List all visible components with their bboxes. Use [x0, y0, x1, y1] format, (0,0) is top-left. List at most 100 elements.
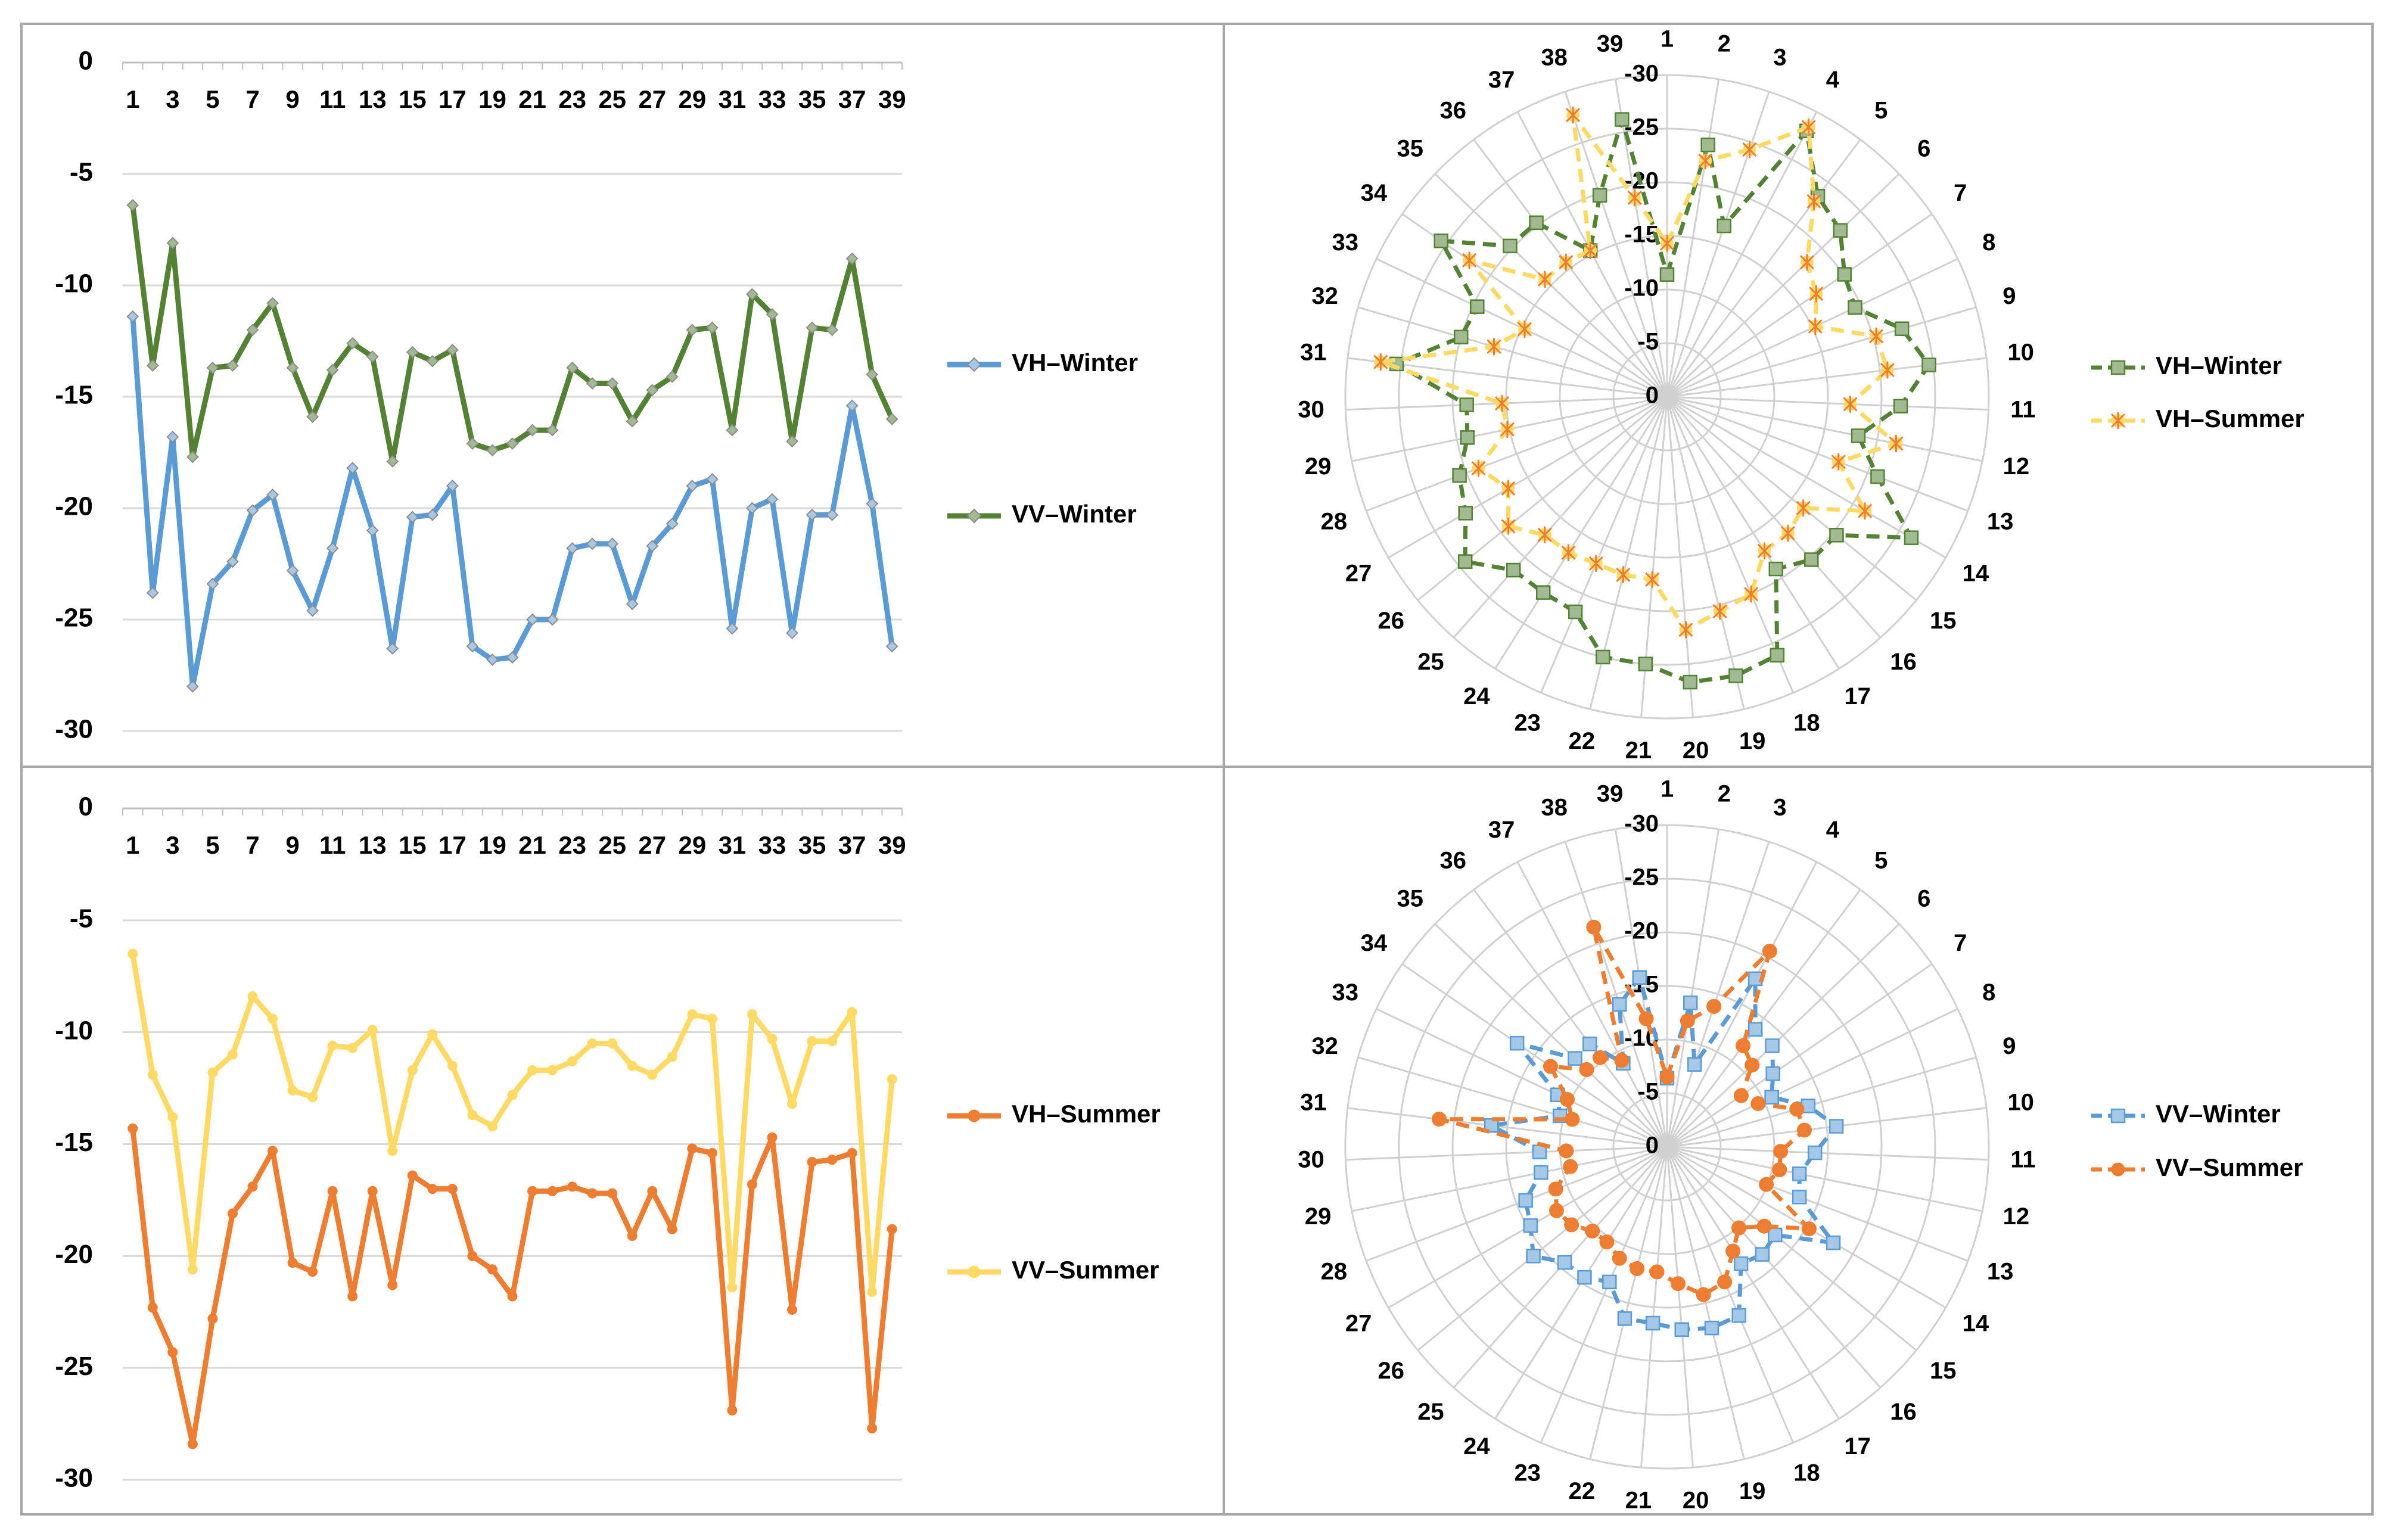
radar-data-point [1373, 353, 1388, 371]
data-point [467, 1250, 478, 1261]
x-tick-label: 25 [598, 85, 626, 113]
radar-spoke [1540, 1146, 1668, 1443]
radar-data-point [1566, 106, 1581, 124]
radar-data-point [1733, 1088, 1749, 1103]
data-point [586, 537, 599, 550]
data-point [386, 642, 399, 655]
radar-data-point [1659, 267, 1675, 282]
radar-category-label: 36 [1440, 847, 1467, 873]
data-point [526, 613, 539, 626]
x-tick-label: 33 [758, 831, 786, 859]
data-point [227, 1208, 238, 1219]
radar-data-point [1614, 1053, 1630, 1068]
data-point [287, 1258, 298, 1268]
data-point [567, 1181, 578, 1192]
radar-data-point [1792, 1190, 1807, 1205]
x-tick-label: 3 [166, 831, 179, 859]
radar-data-point [1736, 1038, 1751, 1053]
radar-data-point [1768, 1227, 1783, 1243]
data-point [246, 504, 259, 517]
data-point [346, 462, 359, 475]
radar-data-point [1894, 321, 1910, 337]
data-point [847, 1148, 857, 1159]
radar-data-point [1745, 1057, 1760, 1073]
data-point [326, 542, 339, 555]
radar-category-label: 34 [1361, 180, 1388, 206]
radar-category-label: 22 [1569, 1478, 1596, 1504]
radar-data-point [1807, 1145, 1823, 1161]
x-tick-label: 5 [206, 85, 219, 113]
radar-data-point [1559, 1143, 1574, 1159]
radar-axis-label: -5 [1637, 1079, 1659, 1105]
data-point [766, 308, 779, 321]
data-point [447, 1060, 458, 1071]
radar-data-point [1645, 571, 1660, 589]
radar-category-label: 14 [1963, 561, 1989, 587]
x-tick-label: 33 [758, 85, 786, 113]
radar-category-label: 21 [1625, 738, 1652, 764]
y-tick-label: -10 [55, 1016, 93, 1045]
radar-category-label: 29 [1305, 453, 1332, 480]
radar-spoke [1417, 1146, 1668, 1351]
radar-category-label: 20 [1683, 1488, 1709, 1514]
x-tick-label: 25 [598, 831, 626, 859]
data-point [726, 424, 739, 437]
radar-data-point [1796, 499, 1811, 517]
radar-chart-vv: 1 234567891011121314151617181920212223242… [1298, 776, 2303, 1514]
data-point [166, 237, 179, 250]
data-point [246, 323, 259, 337]
radar-data-point [1683, 674, 1697, 690]
radar-data-point [1548, 1203, 1564, 1218]
radar-spoke [1666, 1146, 1694, 1468]
radar-data-point [1696, 1287, 1711, 1302]
radar-data-point [1460, 430, 1475, 445]
radar-data-point [1434, 233, 1449, 248]
data-point [226, 555, 239, 568]
radar-data-point-cross [1857, 502, 1873, 519]
x-tick-label: 35 [798, 831, 826, 859]
radar-data-point [1848, 300, 1862, 315]
radar-data-point-cross [1808, 318, 1823, 335]
radar-category-label: 12 [2003, 1203, 2030, 1230]
radar-spoke [1666, 91, 1770, 397]
radar-data-point [1826, 1235, 1841, 1250]
x-tick-label: 39 [878, 831, 906, 859]
data-point [847, 1007, 857, 1018]
data-point [667, 1051, 677, 1062]
x-tick-label: 7 [245, 831, 259, 859]
data-point [507, 1291, 518, 1302]
data-point [646, 384, 659, 397]
radar-data-point [1802, 1221, 1817, 1237]
y-tick-label: -20 [55, 492, 93, 521]
radar-spoke [1666, 1146, 1983, 1212]
data-point [307, 1267, 318, 1277]
data-point [247, 991, 258, 1002]
radar-data-point-cross [1645, 571, 1660, 589]
data-point [266, 297, 279, 310]
radar-data-point [1717, 218, 1732, 234]
radar-data-point [1757, 542, 1772, 559]
radar-spoke [1357, 1056, 1668, 1148]
y-tick-label: -20 [55, 1240, 93, 1269]
radar-data-point [1509, 1035, 1525, 1051]
radar-data-point [1759, 1177, 1774, 1192]
radar-data-point [1616, 566, 1631, 584]
data-point [447, 1184, 458, 1194]
radar-data-point [1632, 970, 1647, 985]
radar-data-point [1717, 1274, 1733, 1290]
radar-category-label: 11 [2010, 397, 2035, 423]
radar-category-label: 13 [1987, 1259, 2014, 1285]
radar-data-point [1706, 998, 1722, 1014]
radar-category-label: 3 [1773, 794, 1786, 820]
radar-data-point [1770, 648, 1785, 663]
radar-category-label: 31 [1300, 339, 1327, 365]
radar-data-point [1586, 919, 1602, 935]
radar-category-label: 12 [2003, 453, 2030, 480]
radar-data-point [1649, 1264, 1665, 1280]
data-point [427, 1029, 438, 1040]
radar-category-label: 23 [1514, 1460, 1541, 1486]
radar-axis-label: -20 [1624, 918, 1659, 944]
radar-category-label: 3 [1773, 44, 1786, 70]
radar-data-point [1638, 657, 1653, 671]
radar-spoke [1666, 306, 1977, 398]
